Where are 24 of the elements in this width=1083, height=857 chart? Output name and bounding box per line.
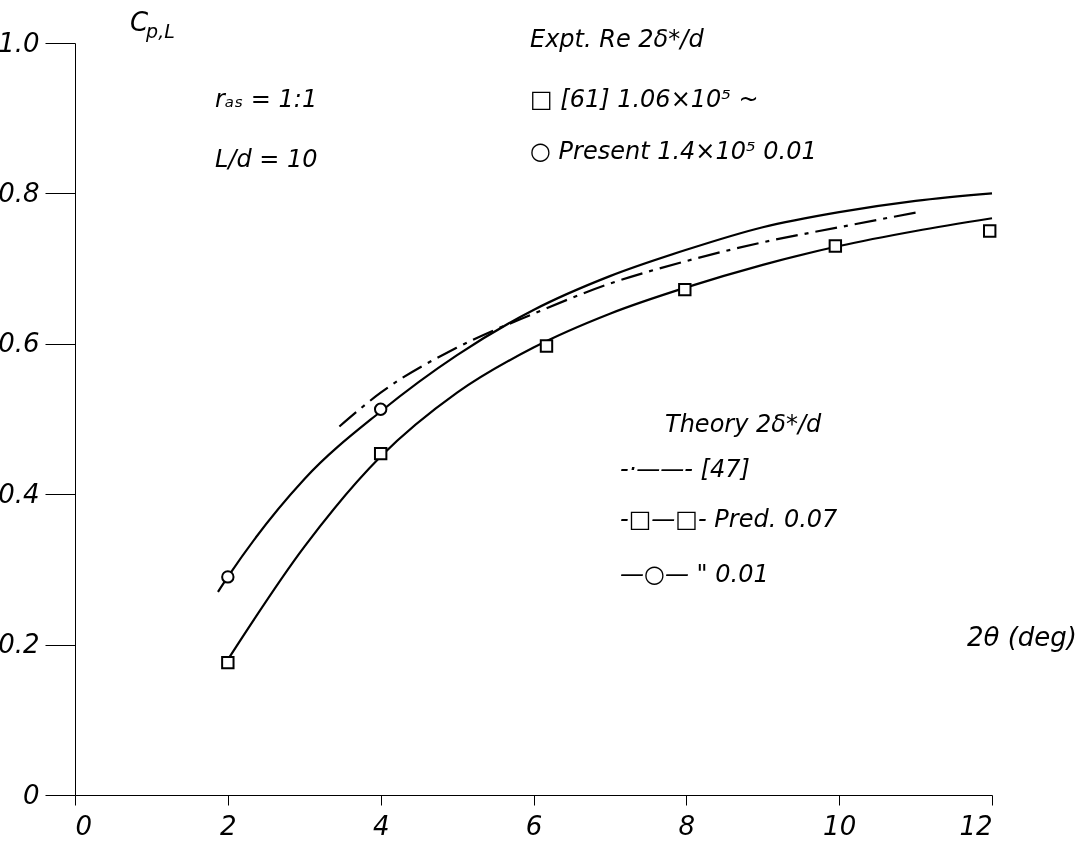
- annotation: □ [61] 1.06×10⁵ ~: [530, 85, 759, 113]
- x-axis-title: 2θ (deg): [966, 622, 1077, 652]
- annotation: -·——- [47]: [620, 455, 750, 483]
- annotation: rₐₛ = 1:1: [215, 85, 318, 113]
- line-series: [216, 192, 994, 594]
- y-tick-label: 0: [22, 779, 40, 810]
- y-tick-label: 0.8: [0, 177, 40, 208]
- annotation: Expt. Re 2δ*/d: [530, 25, 705, 53]
- y-tick-label: 0.4: [0, 478, 40, 509]
- x-tick-label: 10: [823, 810, 857, 841]
- y-tick-label: 1.0: [0, 27, 40, 58]
- y-tick-label: 0.6: [0, 328, 40, 359]
- y-tick-label: 0.2: [0, 629, 40, 660]
- x-tick-label: 8: [678, 810, 696, 841]
- annotation: —○— " 0.01: [620, 560, 769, 588]
- x-tick-label: 6: [525, 810, 543, 841]
- x-tick-label: 12: [959, 810, 993, 841]
- annotation: ○ Present 1.4×10⁵ 0.01: [530, 137, 817, 165]
- annotation: L/d = 10: [215, 145, 318, 173]
- annotation: -□—□- Pred. 0.07: [620, 505, 839, 533]
- x-tick-label: 0: [75, 810, 93, 841]
- x-tick-label: 4: [372, 810, 390, 841]
- annotation: Theory 2δ*/d: [665, 410, 823, 438]
- x-tick-label: 2: [220, 810, 237, 841]
